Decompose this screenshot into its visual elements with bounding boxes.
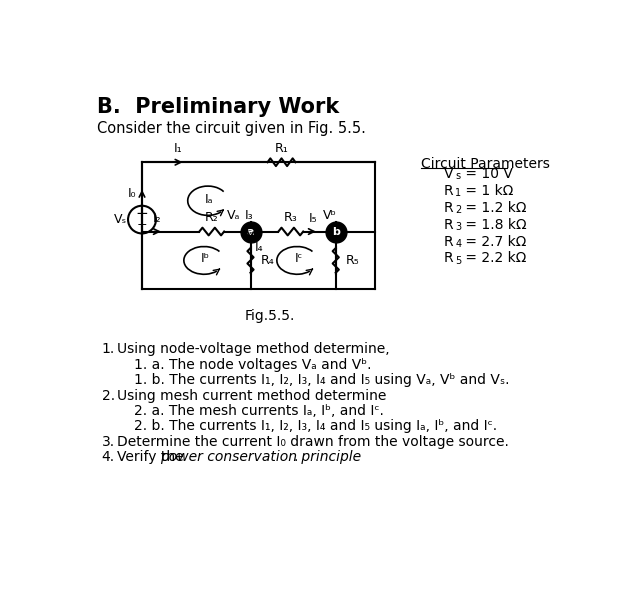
Text: 2. a. The mesh currents Iₐ, Iᵇ, and Iᶜ.: 2. a. The mesh currents Iₐ, Iᵇ, and Iᶜ.	[134, 404, 384, 418]
Text: Vₐ: Vₐ	[227, 209, 240, 222]
Text: Iᵇ: Iᵇ	[201, 252, 210, 265]
Text: I₅: I₅	[309, 212, 317, 225]
Text: s: s	[455, 171, 460, 181]
Text: a: a	[247, 227, 254, 236]
Text: Using mesh current method determine: Using mesh current method determine	[117, 389, 387, 403]
Text: 3.: 3.	[102, 435, 115, 449]
Text: 1: 1	[455, 188, 461, 198]
Text: Vᵇ: Vᵇ	[323, 209, 337, 222]
Text: R₁: R₁	[275, 142, 289, 155]
Text: Verify the: Verify the	[117, 450, 188, 464]
Text: 1.: 1.	[102, 343, 115, 356]
Text: 4.: 4.	[102, 450, 115, 464]
Text: 1. b. The currents I₁, I₂, I₃, I₄ and I₅ using Vₐ, Vᵇ and Vₛ.: 1. b. The currents I₁, I₂, I₃, I₄ and I₅…	[134, 373, 509, 387]
Text: −: −	[136, 206, 148, 221]
Text: B.  Preliminary Work: B. Preliminary Work	[97, 97, 339, 117]
Text: I₂: I₂	[153, 212, 162, 225]
Text: R₃: R₃	[284, 211, 298, 224]
Text: Determine the current I₀ drawn from the voltage source.: Determine the current I₀ drawn from the …	[117, 435, 509, 449]
Text: .: .	[294, 450, 298, 464]
Text: power conservation principle: power conservation principle	[160, 450, 361, 464]
Text: 3: 3	[455, 222, 461, 232]
Text: 2: 2	[455, 205, 461, 215]
Text: R₅: R₅	[346, 254, 360, 267]
Text: R: R	[444, 201, 454, 215]
Text: Fig.5.5.: Fig.5.5.	[244, 308, 295, 322]
Text: R: R	[444, 235, 454, 249]
Text: 4: 4	[455, 239, 461, 249]
Text: R: R	[444, 252, 454, 265]
Text: 5: 5	[455, 256, 461, 266]
Text: = 2.2 kΩ: = 2.2 kΩ	[461, 252, 527, 265]
Text: 1. a. The node voltages Vₐ and Vᵇ.: 1. a. The node voltages Vₐ and Vᵇ.	[134, 358, 372, 371]
Text: +: +	[137, 219, 147, 231]
Text: = 1.8 kΩ: = 1.8 kΩ	[461, 217, 527, 231]
Text: = 1.2 kΩ: = 1.2 kΩ	[461, 201, 527, 215]
Text: I₄: I₄	[254, 241, 263, 254]
Text: R₄: R₄	[260, 254, 275, 267]
Text: R: R	[444, 217, 454, 231]
Text: = 2.7 kΩ: = 2.7 kΩ	[461, 235, 527, 249]
Text: V: V	[444, 167, 454, 181]
Text: Iᶜ: Iᶜ	[294, 252, 303, 265]
Text: = 1 kΩ: = 1 kΩ	[461, 184, 514, 198]
Text: Circuit Parameters: Circuit Parameters	[421, 157, 550, 171]
Text: Using node-voltage method determine,: Using node-voltage method determine,	[117, 343, 390, 356]
Text: I₃: I₃	[244, 209, 253, 222]
Text: 2.: 2.	[102, 389, 115, 403]
Text: Iₐ: Iₐ	[205, 193, 214, 206]
Text: R₂: R₂	[205, 211, 219, 224]
Text: R: R	[444, 184, 454, 198]
Text: I₁: I₁	[174, 142, 183, 155]
Text: I₀: I₀	[127, 187, 136, 200]
Text: 2. b. The currents I₁, I₂, I₃, I₄ and I₅ using Iₐ, Iᵇ, and Iᶜ.: 2. b. The currents I₁, I₂, I₃, I₄ and I₅…	[134, 419, 497, 433]
Text: b: b	[332, 227, 340, 236]
Text: Consider the circuit given in Fig. 5.5.: Consider the circuit given in Fig. 5.5.	[97, 122, 366, 136]
Text: = 10 V: = 10 V	[461, 167, 513, 181]
Text: Vₛ: Vₛ	[114, 213, 127, 226]
